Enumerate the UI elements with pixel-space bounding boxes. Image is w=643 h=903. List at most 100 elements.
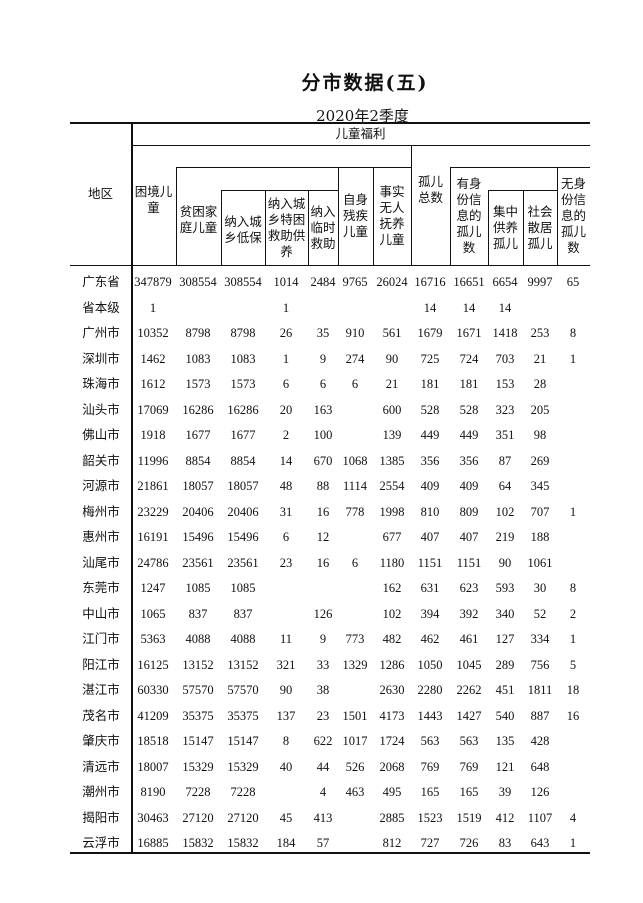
value-cell: 11 <box>279 632 293 646</box>
value-cell: 153 <box>495 377 515 391</box>
value-cell: 8854 <box>230 453 256 468</box>
value-cell: 30463 <box>137 810 169 825</box>
value-cell: 45 <box>279 810 293 825</box>
value-cell: 16651 <box>453 275 485 289</box>
value-cell: 1247 <box>140 581 166 595</box>
value-cell: 60330 <box>137 683 169 697</box>
value-cell: 1 <box>149 300 157 315</box>
page-title: 分市数据(五) <box>301 72 429 94</box>
page-subtitle: 2020年2季度 <box>316 107 409 125</box>
value-cell: 725 <box>420 351 440 366</box>
value-cell: 1679 <box>417 326 443 340</box>
region-cell: 肇庆市 <box>82 733 120 748</box>
rule <box>557 167 558 265</box>
value-cell: 563 <box>420 734 440 748</box>
rule <box>131 122 133 852</box>
value-cell: 409 <box>420 479 440 493</box>
rule <box>70 122 590 124</box>
rule <box>523 190 524 265</box>
value-cell: 412 <box>495 810 515 825</box>
value-cell: 769 <box>420 759 440 774</box>
value-cell: 13152 <box>182 657 214 672</box>
value-cell: 16 <box>316 555 330 570</box>
value-cell: 461 <box>459 632 479 646</box>
value-cell: 23 <box>316 708 330 723</box>
value-cell: 1068 <box>342 453 368 468</box>
value-cell: 14 <box>423 300 437 315</box>
value-cell: 23 <box>279 555 293 570</box>
value-cell: 1811 <box>527 683 553 697</box>
value-cell: 593 <box>495 581 515 595</box>
value-cell: 8854 <box>185 453 211 468</box>
value-cell: 20406 <box>227 504 259 519</box>
value-cell: 413 <box>313 810 333 825</box>
value-cell: 1 <box>282 300 290 315</box>
value-cell: 181 <box>459 377 479 391</box>
header-urban-rural-dibao: 纳入城乡低保 <box>221 200 265 260</box>
value-cell: 90 <box>498 555 512 570</box>
header-temporary-assistance: 纳入临时救助 <box>308 190 338 265</box>
value-cell: 90 <box>385 351 399 366</box>
value-cell: 1 <box>569 504 577 519</box>
value-cell: 35375 <box>182 708 214 723</box>
value-cell: 356 <box>459 453 479 468</box>
value-cell: 463 <box>345 785 365 799</box>
value-cell: 1045 <box>456 657 482 672</box>
value-cell: 188 <box>530 530 550 544</box>
rule <box>221 190 338 191</box>
header-orphans-with-id: 有身份信息的孤儿数 <box>450 167 488 265</box>
value-cell: 21 <box>385 377 399 391</box>
rule <box>488 190 557 191</box>
value-cell: 18 <box>566 683 580 697</box>
value-cell: 27120 <box>182 810 214 825</box>
value-cell: 8 <box>569 326 577 340</box>
value-cell: 563 <box>459 734 479 748</box>
value-cell: 356 <box>420 453 440 468</box>
region-cell: 湛江市 <box>82 682 120 697</box>
value-cell: 540 <box>495 708 515 723</box>
value-cell: 57 <box>316 836 330 850</box>
header-label: 纳入城乡特困救助供养 <box>267 195 306 259</box>
value-cell: 1329 <box>342 657 368 672</box>
value-cell: 451 <box>495 683 515 697</box>
value-cell: 139 <box>382 428 402 442</box>
value-cell: 98 <box>533 428 547 442</box>
value-cell: 15329 <box>182 759 214 774</box>
value-cell: 16286 <box>182 402 214 417</box>
value-cell: 1724 <box>379 734 405 748</box>
value-cell: 345 <box>530 479 550 493</box>
value-cell: 219 <box>495 530 515 544</box>
value-cell: 528 <box>420 402 440 417</box>
value-cell: 1050 <box>417 657 443 672</box>
value-cell: 6 <box>351 377 359 391</box>
value-cell: 102 <box>382 606 402 621</box>
value-cell: 648 <box>530 759 550 774</box>
value-cell: 1918 <box>140 428 166 442</box>
value-cell: 6654 <box>492 275 518 289</box>
value-cell: 13152 <box>227 657 259 672</box>
value-cell: 323 <box>495 402 515 417</box>
value-cell: 162 <box>382 581 402 595</box>
value-cell: 253 <box>530 326 550 340</box>
value-cell: 15147 <box>227 734 259 748</box>
value-cell: 526 <box>345 759 365 774</box>
value-cell: 127 <box>495 632 515 646</box>
value-cell: 7228 <box>185 785 211 799</box>
value-cell: 394 <box>420 606 440 621</box>
rule <box>411 145 412 265</box>
value-cell: 52 <box>533 606 547 621</box>
value-cell: 48 <box>279 479 293 493</box>
value-cell: 670 <box>313 453 333 468</box>
value-cell: 38 <box>316 683 330 697</box>
header-label: 无身份信息的孤儿数 <box>560 176 586 255</box>
header-centralized-orphans: 集中供养孤儿 <box>488 190 523 265</box>
value-cell: 495 <box>382 785 402 799</box>
region-cell: 潮州市 <box>82 784 120 799</box>
value-cell: 2280 <box>417 683 443 697</box>
value-cell: 1501 <box>342 708 368 723</box>
header-label: 社会散居孤儿 <box>527 203 553 251</box>
value-cell: 392 <box>459 606 479 621</box>
value-cell: 809 <box>459 504 479 519</box>
rule <box>373 167 374 265</box>
value-cell: 1677 <box>230 428 256 442</box>
